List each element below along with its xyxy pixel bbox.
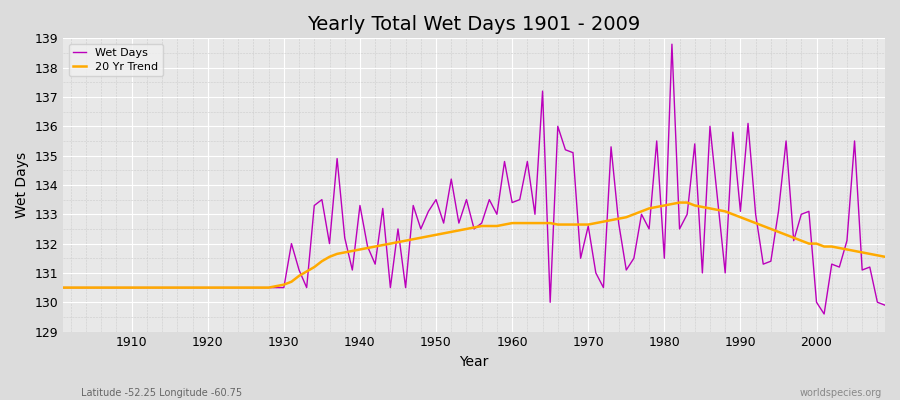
Wet Days xyxy=(286,241,297,246)
Wet Days xyxy=(332,156,343,161)
20 Yr Trend xyxy=(58,285,68,290)
Wet Days xyxy=(667,42,678,46)
20 Yr Trend xyxy=(119,285,130,290)
Wet Days xyxy=(58,285,68,290)
20 Yr Trend xyxy=(500,222,510,227)
20 Yr Trend xyxy=(286,279,297,284)
Wet Days xyxy=(598,285,608,290)
20 Yr Trend xyxy=(332,252,343,256)
Y-axis label: Wet Days: Wet Days xyxy=(15,152,29,218)
X-axis label: Year: Year xyxy=(459,355,489,369)
Wet Days xyxy=(879,303,890,308)
20 Yr Trend xyxy=(598,219,608,224)
Wet Days xyxy=(819,312,830,316)
Title: Yearly Total Wet Days 1901 - 2009: Yearly Total Wet Days 1901 - 2009 xyxy=(308,15,641,34)
Wet Days xyxy=(500,159,510,164)
Wet Days xyxy=(119,285,130,290)
Wet Days xyxy=(507,200,517,205)
Text: Latitude -52.25 Longitude -60.75: Latitude -52.25 Longitude -60.75 xyxy=(81,388,242,398)
Legend: Wet Days, 20 Yr Trend: Wet Days, 20 Yr Trend xyxy=(68,44,163,76)
20 Yr Trend xyxy=(674,200,685,205)
Line: 20 Yr Trend: 20 Yr Trend xyxy=(63,202,885,288)
Line: Wet Days: Wet Days xyxy=(63,44,885,314)
20 Yr Trend xyxy=(879,254,890,259)
20 Yr Trend xyxy=(507,221,517,226)
Text: worldspecies.org: worldspecies.org xyxy=(800,388,882,398)
